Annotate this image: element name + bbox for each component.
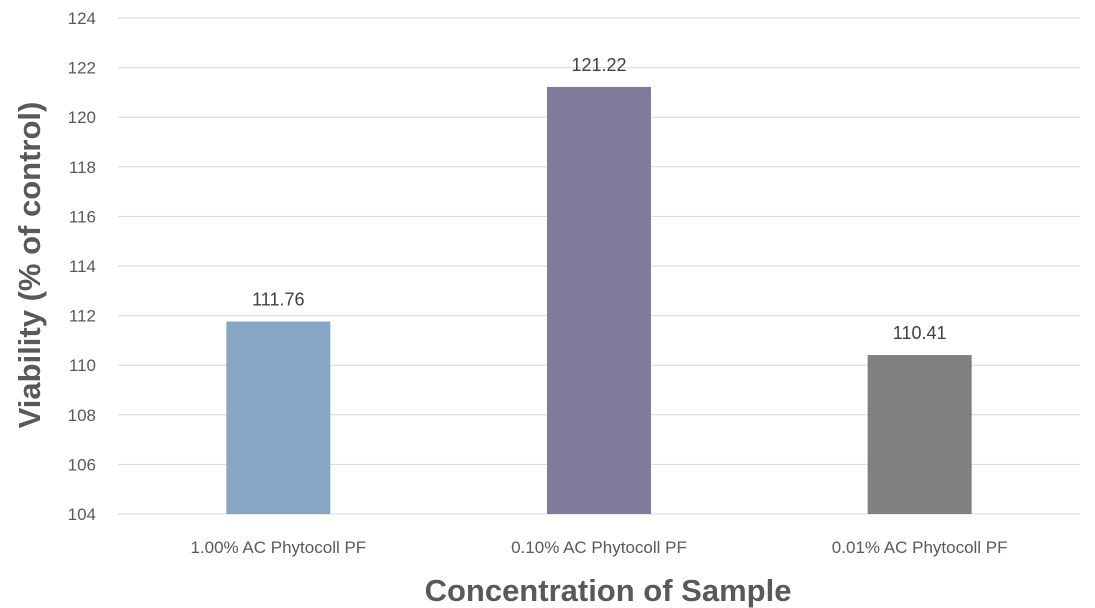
x-category-label: 1.00% AC Phytocoll PF [190, 538, 366, 557]
bars [226, 86, 972, 514]
y-tick-label: 108 [68, 406, 96, 425]
bar [867, 355, 972, 514]
x-axis-categories: 1.00% AC Phytocoll PF 0.10% AC Phytocoll … [190, 538, 1007, 557]
data-label: 111.76 [252, 290, 304, 310]
y-tick-label: 116 [69, 207, 96, 226]
y-tick-label: 104 [68, 505, 96, 524]
x-category-label: 0.10% AC Phytocoll PF [511, 538, 687, 557]
y-tick-label: 114 [69, 257, 96, 276]
y-tick-label: 110 [69, 356, 96, 375]
data-label: 110.41 [893, 323, 947, 343]
y-tick-label: 112 [69, 307, 96, 326]
x-category-label: 0.01% AC Phytocoll PF [832, 538, 1008, 557]
x-axis-title: Concentration of Sample [425, 573, 792, 608]
y-tick-label: 118 [69, 158, 96, 177]
y-tick-label: 120 [68, 108, 96, 127]
bar [226, 321, 331, 514]
y-tick-label: 124 [68, 9, 96, 28]
y-axis-title: Viability (% of control) [12, 102, 47, 429]
data-labels: 111.76 121.22 110.41 [252, 55, 946, 343]
y-axis-ticks: 104 106 108 110 112 114 116 118 120 122 124 [68, 9, 96, 524]
y-tick-label: 106 [68, 455, 96, 474]
data-label: 121.22 [571, 55, 626, 75]
y-tick-label: 122 [68, 59, 96, 78]
bar [547, 86, 651, 514]
